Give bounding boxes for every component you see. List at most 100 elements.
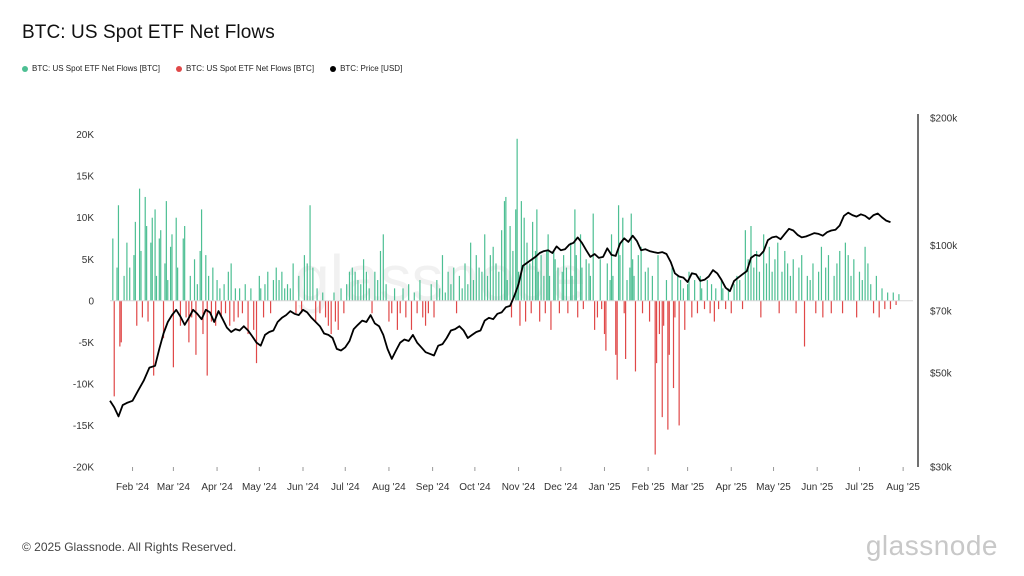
inflow-bar — [138, 188, 141, 301]
inflow-bar — [126, 242, 128, 301]
inflow-bar — [467, 284, 469, 301]
inflow-bar — [756, 250, 758, 301]
inflow-bar — [887, 292, 889, 301]
inflow-bar — [447, 271, 449, 301]
x-tick-label: Jun '25 — [801, 482, 833, 493]
inflow-bar — [589, 275, 591, 301]
inflow-bar — [688, 271, 690, 301]
inflow-bar — [619, 255, 621, 301]
inflow-bar — [647, 267, 649, 301]
inflow-bar — [687, 284, 689, 301]
inflow-bar — [408, 284, 410, 301]
inflow-bar — [575, 255, 577, 301]
outflow-bar — [510, 300, 513, 318]
x-tick-label: Jul '25 — [845, 482, 874, 493]
chart-title: BTC: US Spot ETF Net Flows — [22, 22, 275, 43]
inflow-bar — [357, 280, 359, 301]
x-tick-label: Dec '24 — [544, 482, 578, 493]
inflow-bar — [679, 280, 682, 301]
outflow-bar — [623, 300, 625, 314]
inflow-bar — [820, 246, 823, 301]
outflow-bar — [324, 300, 327, 318]
outflow-bar — [410, 300, 413, 330]
inflow-bar — [505, 196, 507, 301]
inflow-bar — [833, 275, 835, 301]
x-tick-label: Jun '24 — [287, 482, 319, 493]
outflow-bar — [661, 300, 663, 418]
inflow-bar — [571, 275, 573, 301]
outflow-bar — [224, 300, 227, 314]
legend-item-price[interactable]: BTC: Price [USD] — [330, 64, 402, 73]
y2-tick-label: $70k — [930, 307, 953, 318]
inflow-bar — [278, 280, 280, 301]
y-tick-label: 5K — [82, 255, 95, 266]
inflow-bar — [306, 263, 308, 301]
legend-item-outflows[interactable]: BTC: US Spot ETF Net Flows [BTC] — [176, 64, 314, 73]
outflow-bar — [179, 300, 182, 326]
outflow-bar — [741, 300, 744, 310]
inflow-bar — [592, 213, 594, 301]
outflow-bar — [667, 300, 669, 430]
outflow-bar — [654, 300, 656, 455]
inflow-bar — [309, 205, 311, 301]
outflow-bar — [684, 300, 686, 330]
inflow-bar — [144, 196, 146, 301]
inflow-bar — [651, 275, 653, 301]
inflow-bar — [155, 275, 158, 301]
inflow-bar — [512, 250, 514, 301]
y2-tick-label: $100k — [930, 241, 958, 252]
inflow-bar — [436, 280, 438, 301]
y-axis-left: 20K 15K 10K 5K 0 -5K -10K -15K -20K — [73, 130, 95, 473]
inflow-bar — [626, 280, 628, 301]
inflow-bar — [199, 250, 201, 301]
outflow-bar — [656, 300, 658, 364]
inflow-bar — [169, 246, 172, 301]
inflow-bar — [847, 255, 849, 301]
y-tick-label: 10K — [76, 213, 94, 224]
outflow-bar — [605, 300, 607, 351]
outflow-bar — [625, 300, 627, 359]
outflow-bar — [319, 300, 321, 314]
legend-item-inflows[interactable]: BTC: US Spot ETF Net Flows [BTC] — [22, 64, 160, 73]
y-tick-label: 15K — [76, 172, 94, 183]
outflow-bar — [327, 300, 329, 326]
legend-label-price: BTC: Price [USD] — [340, 64, 403, 73]
inflow-bar — [516, 138, 518, 301]
inflow-bar — [798, 267, 800, 301]
inflow-bar — [382, 234, 384, 301]
inflow-bar — [812, 263, 814, 301]
inflow-bar — [784, 250, 786, 301]
inflow-bar — [825, 267, 827, 301]
outflow-bar — [188, 300, 190, 343]
inflow-bar — [701, 288, 703, 301]
inflow-bar — [588, 263, 590, 301]
inflow-bar — [150, 242, 152, 301]
inflow-bar — [771, 271, 773, 301]
inflow-bar — [612, 275, 614, 301]
outflow-bar — [334, 300, 336, 322]
inflow-bar — [609, 280, 611, 301]
outflow-bar — [815, 300, 817, 314]
inflow-bar — [413, 292, 415, 301]
inflow-bar — [677, 275, 679, 301]
outflow-bar — [822, 300, 824, 318]
inflow-bar — [850, 275, 852, 301]
inflow-bar — [486, 275, 489, 301]
inflow-bar — [286, 284, 289, 301]
outflow-bar — [172, 300, 174, 368]
x-tick-label: Jan '25 — [589, 482, 621, 493]
outflow-bar — [315, 300, 317, 322]
inflow-bar — [671, 267, 673, 301]
outflow-bar — [730, 300, 732, 314]
inflow-bar — [736, 275, 738, 301]
x-tick-label: Feb '24 — [116, 482, 149, 493]
inflow-bar — [177, 267, 179, 301]
inflow-bar — [722, 288, 724, 301]
inflow-bar — [354, 271, 356, 301]
outflow-bar — [648, 300, 651, 322]
outflow-bar — [210, 300, 213, 322]
x-tick-label: Mar '25 — [671, 482, 704, 493]
inflow-bar — [579, 234, 582, 301]
inflow-bar — [379, 250, 382, 301]
